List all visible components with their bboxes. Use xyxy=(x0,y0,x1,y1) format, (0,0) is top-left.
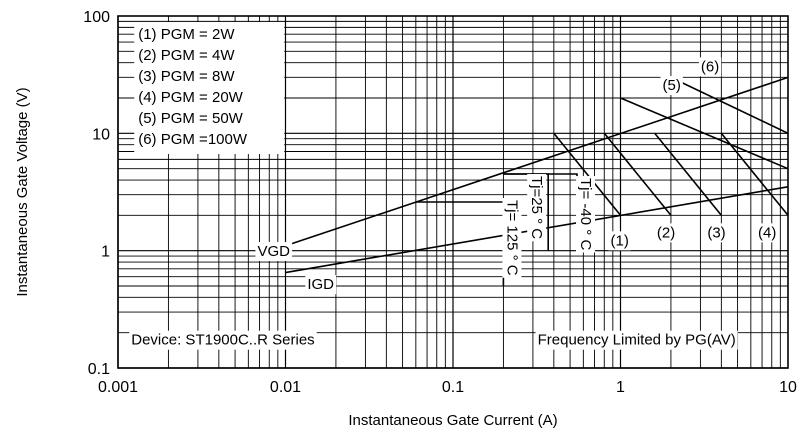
legend-entry: (3) PGM = 8W xyxy=(138,68,235,85)
x-axis-title: Instantaneous Gate Current (A) xyxy=(348,412,557,429)
tj-125-label: Tj= 125 ° C xyxy=(502,197,522,278)
curve-label-background xyxy=(756,223,779,243)
curve-label-background xyxy=(576,176,596,253)
annotation-freq-text: Frequency Limited by PG(AV) xyxy=(538,332,736,349)
pgm-label-1: (1) xyxy=(608,231,631,251)
curve-label-background xyxy=(502,197,522,278)
curve-pgm-2w xyxy=(553,132,622,216)
pgm-label-5: (5) xyxy=(660,76,683,96)
curve-label-background xyxy=(305,275,337,295)
y-tick-label: 10 xyxy=(92,126,110,143)
pgm-label-1-text: (1) xyxy=(611,232,629,249)
legend-entry: (5) PGM = 50W xyxy=(138,110,243,127)
plot-frame xyxy=(117,15,789,369)
legend-background xyxy=(134,22,285,154)
curve-pgm-100w xyxy=(670,76,789,135)
curve-label-background xyxy=(698,57,722,77)
annotation-vgd-text: VGD xyxy=(257,243,290,260)
curve-pgm-20w xyxy=(720,132,789,216)
annotation-igd-text: IGD xyxy=(307,276,334,293)
legend-entry: (2) PGM = 4W xyxy=(138,47,235,64)
curve-label-background xyxy=(705,223,728,243)
x-tick-label: 1 xyxy=(616,379,625,396)
curve-label-background xyxy=(608,231,631,251)
tj-25-label: Tj=25 ° C xyxy=(527,174,547,242)
y-tick-label: 100 xyxy=(83,9,110,26)
tj-neg40-label-text: Tj= -40 ° C xyxy=(577,178,594,250)
x-tick-label: 0.01 xyxy=(270,379,301,396)
x-tick-label: 10 xyxy=(779,379,797,396)
pgm-label-6: (6) xyxy=(698,57,722,77)
annotation-igd: IGD xyxy=(305,275,337,295)
pgm-label-3: (3) xyxy=(705,223,728,243)
curve-pgm-8w xyxy=(654,132,722,216)
pgm-label-2: (2) xyxy=(654,223,678,243)
tick-labels: 0.001 0.01 0.1 1 10 0.1 1 10 100 xyxy=(83,9,797,396)
pgm-label-5-text: (5) xyxy=(663,77,681,94)
pgm-label-6-text: (6) xyxy=(701,58,719,75)
legend-entry: (4) PGM = 20W xyxy=(138,89,243,106)
curve-label-background xyxy=(535,330,738,350)
y-tick-label: 1 xyxy=(101,244,110,261)
curve-label-background xyxy=(654,223,678,243)
legend-entry: (6) PGM =100W xyxy=(138,131,248,148)
y-tick-label: 0.1 xyxy=(88,361,110,378)
tj-neg40-label: Tj= -40 ° C xyxy=(576,176,596,253)
y-axis-title: Instantaneous Gate Voltage (V) xyxy=(14,87,31,296)
curve-tj-125 xyxy=(415,201,505,286)
pgm-label-4-text: (4) xyxy=(758,224,776,241)
curve-pgm-50w xyxy=(620,97,789,170)
legend-entry: (1) PGM = 2W xyxy=(138,26,235,43)
annotation-vgd: VGD xyxy=(255,242,293,262)
curve-label-background xyxy=(660,76,683,96)
pgm-label-4: (4) xyxy=(756,223,779,243)
x-tick-label: 0.001 xyxy=(98,379,138,396)
curve-labels: (1) (2) (3) (4) (5) (6) Tj= 125 ° C Tj=25 ° C Tj… xyxy=(129,57,779,350)
annotation-freq: Frequency Limited by PG(AV) xyxy=(535,330,738,350)
annotation-device-text: Device: ST1900C..R Series xyxy=(131,332,314,349)
tj-125-label-text: Tj= 125 ° C xyxy=(503,200,520,276)
pgm-label-3-text: (3) xyxy=(707,224,725,241)
curve-label-background xyxy=(255,242,293,262)
pgm-label-2-text: (2) xyxy=(657,224,675,241)
curve-label-background xyxy=(527,174,547,242)
annotation-device: Device: ST1900C..R Series xyxy=(129,330,317,350)
curve-pgm-4w xyxy=(603,132,672,216)
legend: (1) PGM = 2W (2) PGM = 4W (3) PGM = 8W (4) … xyxy=(134,22,285,154)
curve-upper-limit xyxy=(285,76,789,247)
x-tick-label: 0.1 xyxy=(442,379,464,396)
curve-label-background xyxy=(129,330,317,350)
tj-25-label-text: Tj=25 ° C xyxy=(528,176,545,239)
